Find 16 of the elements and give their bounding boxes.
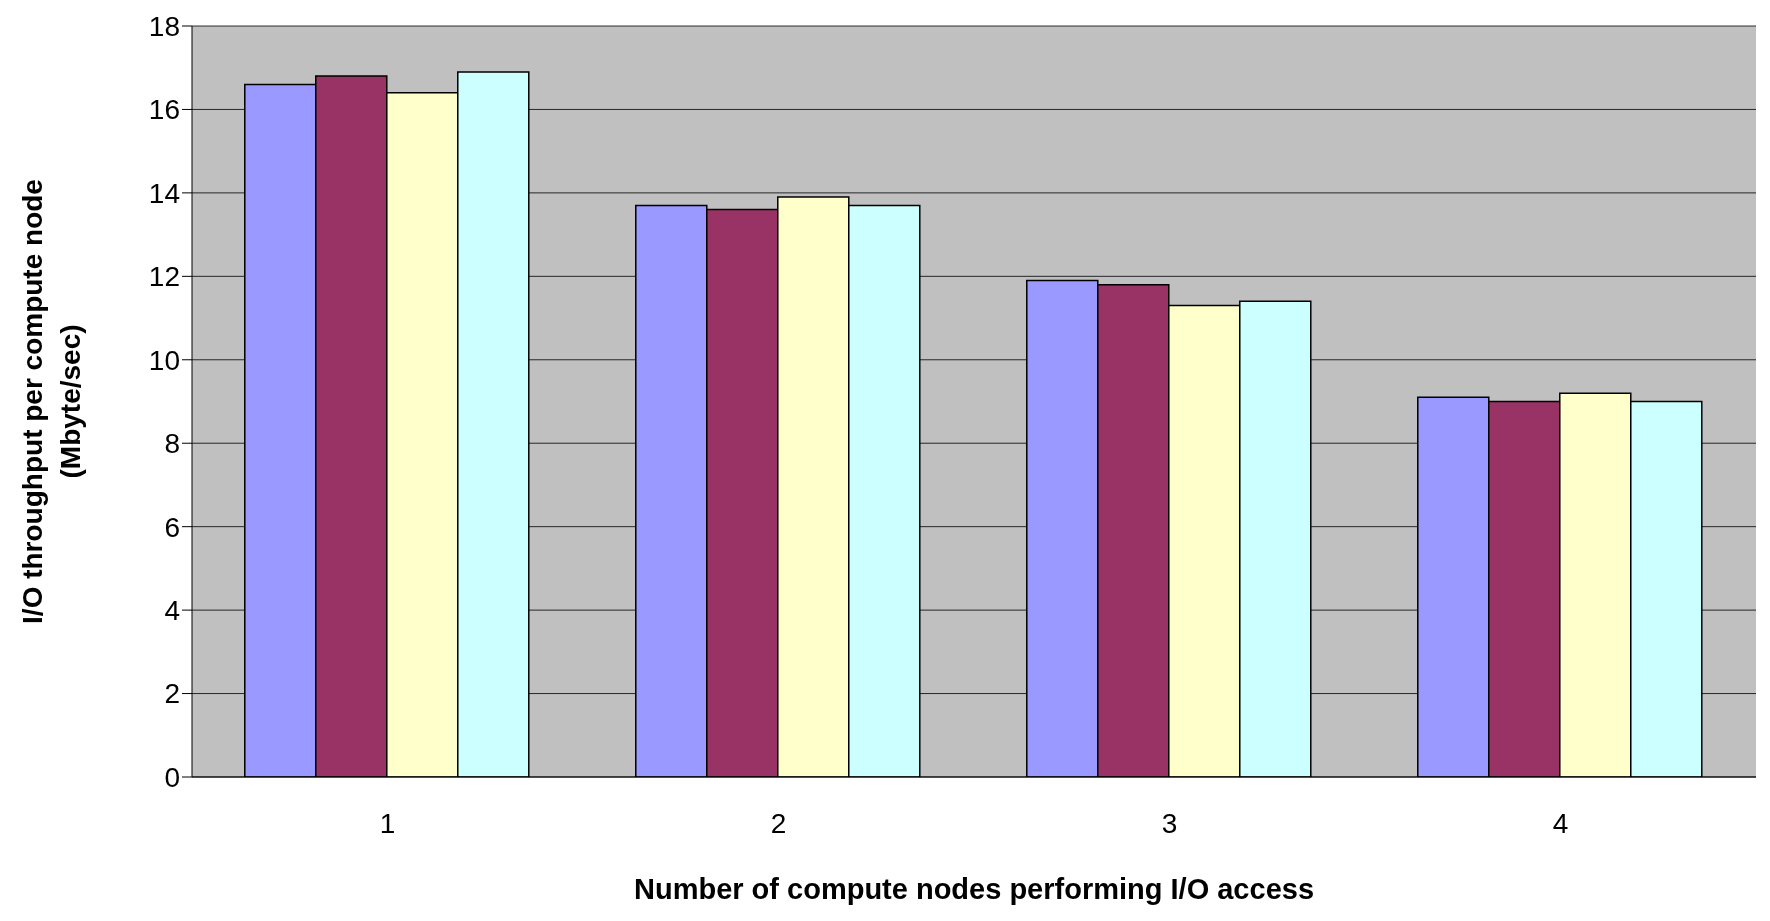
y-tick-label: 12 <box>148 261 180 293</box>
y-tick-label: 16 <box>148 94 180 126</box>
y-tick-label: 6 <box>164 511 180 543</box>
x-tick-label: 1 <box>379 807 396 839</box>
y-tick-label: 14 <box>148 177 180 209</box>
y-tick-label: 2 <box>164 678 180 710</box>
y-axis-title: I/O throughput per compute node (Mbyte/sec) <box>17 179 86 624</box>
y-tick-label: 8 <box>164 428 180 460</box>
y-tick-label: 18 <box>148 10 180 42</box>
y-tick-label: 0 <box>164 761 180 793</box>
x-axis-title: Number of compute nodes performing I/O access <box>633 873 1315 905</box>
x-tick-label: 3 <box>1161 807 1178 839</box>
y-tick-label: 10 <box>148 344 180 376</box>
x-tick-label: 2 <box>770 807 787 839</box>
y-tick-label: 4 <box>164 595 180 627</box>
x-tick-label: 4 <box>1552 807 1569 839</box>
